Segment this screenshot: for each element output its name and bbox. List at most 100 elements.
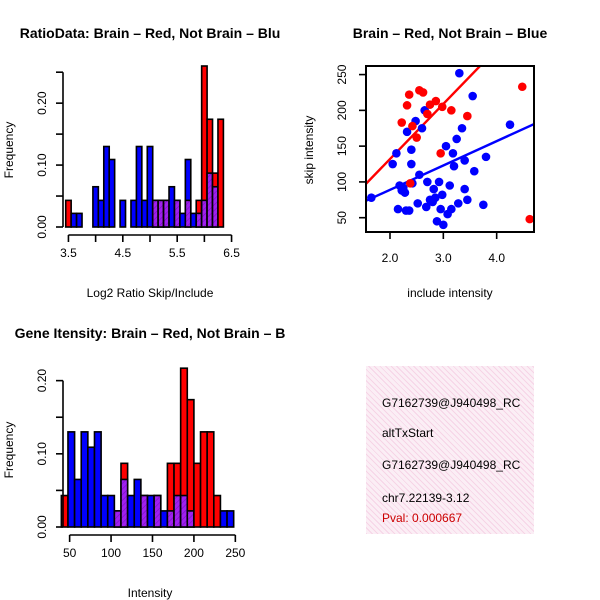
location-line: chr7.22139-3.12 [382,491,470,505]
event-type-line: altTxStart [382,426,434,440]
scatter-point [431,96,441,106]
histogram-bar [219,510,228,528]
scatter-point [505,120,515,129]
y-tick-label: 200 [335,100,349,120]
intensity-histogram-axes: 50 100 150 200 250 0.00 0.10 0.20 [35,369,246,560]
y-tick-label: 50 [335,211,349,225]
histogram-overlap-bar [140,494,149,528]
y-tick-label: 0.10 [35,153,49,177]
y-tick-label: 0.00 [35,515,49,539]
scatter-point [439,220,448,230]
gene-id-line-2: G7162739@J940498_RC [382,458,521,472]
y-tick-label: 0.20 [35,369,49,393]
scatter-point [421,202,431,212]
intensity-histogram-bars [60,367,235,528]
scatter-point [404,90,414,99]
scatter-point [481,152,491,162]
histogram-bar [93,431,102,528]
scatter-point [452,134,461,144]
histogram-overlap-bar [186,510,195,528]
scatter-point [447,204,456,214]
y-tick-label: 150 [335,136,349,156]
histogram-bar [159,510,169,528]
y-tick-label: 0.00 [35,215,49,239]
x-tick-label: 3.0 [435,251,452,265]
x-tick-label: 2.0 [382,251,399,265]
scatter-plot-frame [365,65,535,233]
y-tick-label: 0.20 [35,91,49,115]
histogram-bar [119,199,127,228]
scatter-point [525,214,533,224]
intensity-histogram-xlabel: Intensity [128,586,173,600]
histogram-bar [146,145,154,228]
x-tick-label: 5.5 [169,246,186,260]
scatter-point [431,193,440,202]
scatter-points [367,67,533,230]
scatter-point [468,91,477,101]
scatter-point [460,156,469,165]
x-tick-label: 50 [63,546,77,560]
histogram-bar [133,478,142,528]
histogram-bar [67,431,76,528]
histogram-bar [213,494,222,528]
scatter-point [413,199,423,208]
histogram-bar [126,494,136,528]
histogram-overlap-bar [173,494,182,528]
scatter-point [449,161,459,171]
scatter-point [429,184,439,194]
scatter-point [432,216,442,226]
histogram-overlap-bar [120,478,129,528]
scatter-point [400,188,410,197]
scatter-point [423,177,432,187]
x-tick-label: 150 [142,546,162,560]
histogram-bar [100,494,109,528]
scatter-point [418,88,428,97]
scatter-axes: 2.0 3.0 4.0 50 100 150 200 250 [335,64,505,265]
ratio-histogram-ylabel: Frequency [2,122,16,179]
scatter-point [395,181,404,190]
histogram-bar [108,158,116,228]
scatter-point [434,177,444,187]
scatter-point [437,102,447,112]
histogram-bar [80,431,89,528]
scatter-point [402,127,412,137]
ratio-histogram-bars [64,65,225,228]
histogram-overlap-bar [179,494,189,528]
gene-info-box: G7162739@J940498_RC altTxStart G7162739@… [366,366,534,534]
scatter-point [455,68,464,78]
scatter-point [415,170,424,180]
x-tick-label: 3.5 [60,246,77,260]
histogram-bar [146,494,155,528]
scatter-title: Brain – Red, Not Brain – Blue [353,25,548,41]
ratio-histogram-title: RatioData: Brain – Red, Not Brain – Blu [20,25,281,41]
histogram-bar [217,118,225,228]
scatter-point [447,106,456,115]
histogram-bar [193,462,202,528]
scatter-point [463,195,472,205]
scatter-point [392,148,401,158]
scatter-point [463,111,472,121]
scatter-point [367,193,376,202]
scatter-point [479,200,488,210]
intensity-histogram-title: Gene Itensity: Brain – Red, Not Brain – … [15,325,286,341]
scatter-point [423,109,432,119]
histogram-bar [226,510,235,528]
histogram-overlap-bar [113,510,122,528]
scatter-point [517,82,527,92]
histogram-bar [199,431,208,528]
histogram-bar [135,145,143,228]
x-tick-label: 4.0 [488,251,505,265]
scatter-point [412,133,421,142]
scatter-point [460,184,469,194]
scatter-point [404,206,414,215]
histogram-bar [186,398,195,528]
scatter-ylabel: skip intensity [302,116,316,185]
scatter-xlabel: include intensity [407,286,492,300]
ratio-histogram-axes: 3.5 4.5 5.5 6.5 0.00 0.10 0.20 [35,71,240,260]
scatter-point [407,159,416,169]
histogram-bar [73,478,83,528]
histogram-overlap-bar [166,510,175,528]
regression-line [367,123,533,202]
